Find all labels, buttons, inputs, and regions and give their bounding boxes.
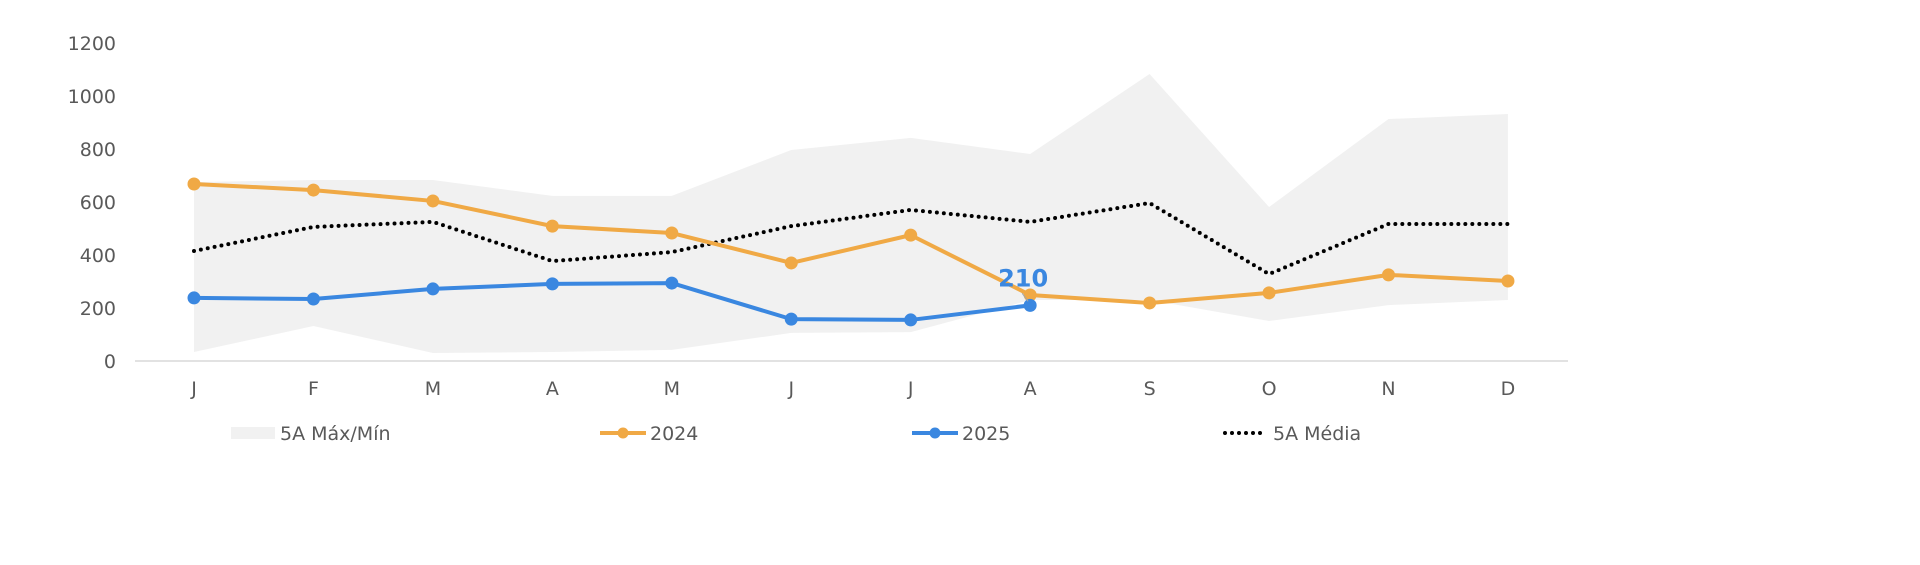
data-point-2025	[665, 276, 679, 290]
data-point-2025	[187, 291, 201, 305]
data-point-2024	[426, 194, 440, 208]
data-point-2024	[1382, 268, 1395, 282]
data-point-2024	[665, 226, 679, 240]
legend-marker-2025	[929, 427, 941, 439]
y-tick-label: 800	[80, 139, 116, 161]
x-tick-label: A	[546, 378, 559, 400]
max-min-band	[194, 74, 1508, 354]
x-tick-label: M	[425, 378, 441, 400]
x-tick-label: M	[664, 378, 680, 400]
data-point-2024	[1143, 296, 1157, 310]
series-line-2025	[193, 281, 1031, 322]
data-point-2025	[904, 313, 918, 327]
data-point-2025	[306, 292, 320, 306]
data-point-2024	[1023, 288, 1037, 302]
x-tick-label: N	[1381, 378, 1395, 400]
y-tick-label: 1000	[68, 86, 116, 108]
y-tick-label: 1200	[68, 33, 116, 55]
data-point-2024	[306, 183, 320, 197]
y-tick-label: 200	[80, 298, 116, 320]
data-point-2024	[187, 177, 201, 191]
data-point-2025	[545, 277, 559, 291]
y-tick-label: 0	[104, 351, 116, 373]
x-tick-label: F	[308, 378, 319, 400]
legend-label: 2024	[650, 423, 698, 445]
x-tick-label: O	[1262, 378, 1277, 400]
y-tick-label: 600	[80, 192, 116, 214]
x-tick-label: S	[1144, 378, 1156, 400]
x-tick-label: D	[1501, 378, 1516, 400]
x-tick-label: J	[907, 378, 914, 400]
x-tick-label: J	[190, 378, 197, 400]
data-point-2025	[784, 312, 798, 326]
data-point-2024	[1501, 274, 1515, 288]
y-tick-label: 400	[80, 245, 116, 267]
legend-label: 5A Média	[1273, 423, 1361, 445]
annotation-leader	[1021, 293, 1029, 302]
series-line-2024	[193, 181, 1509, 305]
legend-swatch-band	[231, 427, 275, 439]
legend-marker-2024	[617, 427, 629, 439]
data-point-2024	[545, 219, 559, 233]
data-point-2025	[1023, 298, 1037, 312]
x-tick-label: A	[1024, 378, 1037, 400]
x-tick-label: J	[787, 378, 794, 400]
legend-label: 5A Máx/Mín	[280, 423, 391, 445]
data-point-2024	[1262, 286, 1276, 300]
data-point-2024	[904, 228, 918, 242]
legend-label: 2025	[962, 423, 1010, 445]
data-point-2024	[784, 256, 798, 270]
data-label: 210	[998, 264, 1048, 292]
data-point-2025	[426, 282, 440, 296]
